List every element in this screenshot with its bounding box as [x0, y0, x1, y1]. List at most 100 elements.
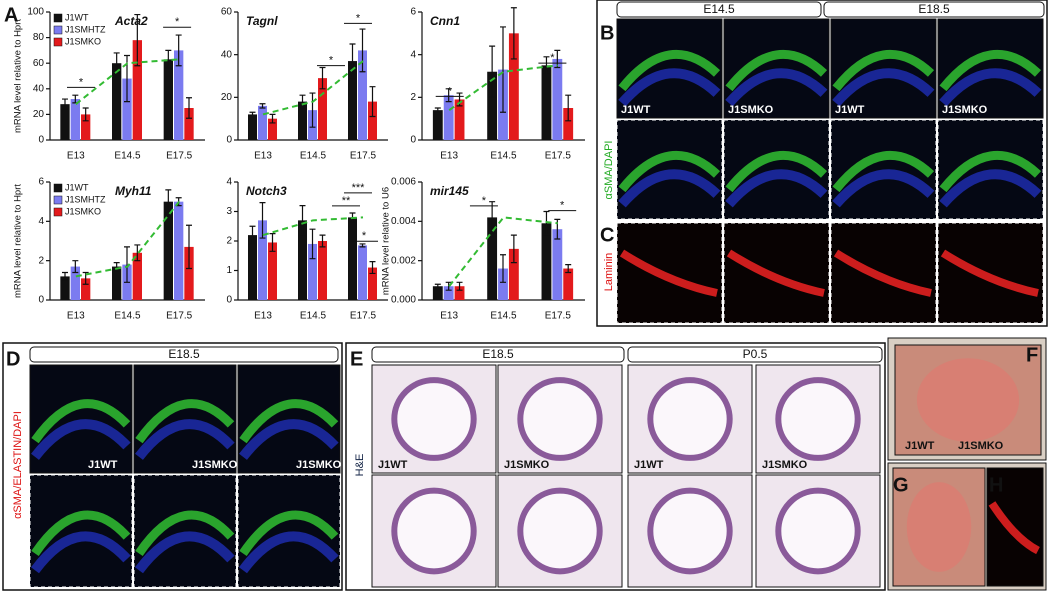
- error-bar: [359, 28, 366, 73]
- y-axis-label: mRNA level relative to Hprt: [13, 19, 24, 133]
- vessel-wall: [775, 377, 861, 461]
- y-tick-label: 0.004: [391, 216, 416, 227]
- panel-letter: G: [893, 474, 909, 496]
- y-tick-label: 2: [38, 255, 44, 266]
- legend-label: J1SMHTZ: [65, 194, 106, 204]
- header-label: P0.5: [743, 347, 768, 361]
- bar: [552, 229, 563, 300]
- bar: [81, 114, 91, 140]
- y-tick-label: 0: [410, 135, 416, 146]
- x-tick-label: E13: [440, 311, 458, 322]
- vessel-wall: [775, 487, 861, 575]
- error-bar: [456, 281, 463, 291]
- chart-title: Acta2: [114, 14, 148, 28]
- bar: [268, 242, 277, 300]
- pup: [906, 482, 972, 572]
- bar: [174, 201, 184, 300]
- trend-line: [448, 64, 558, 111]
- vessel-wall: [517, 377, 603, 461]
- bar: [70, 99, 80, 140]
- error-bar: [175, 34, 182, 67]
- y-tick-label: 20: [221, 92, 233, 103]
- stain-label: αSMA/ELASTIN/DAPI: [12, 411, 24, 519]
- tissue-signal: [725, 49, 828, 92]
- error-bar: [500, 254, 506, 283]
- y-tick-label: 4: [38, 216, 44, 227]
- error-bar: [500, 26, 506, 113]
- panel-letter: A: [4, 4, 18, 26]
- nuclei-signal: [725, 169, 828, 208]
- y-tick-label: 2: [226, 236, 232, 247]
- significance-mark: *: [362, 230, 367, 242]
- legend-label: J1SMKO: [65, 36, 101, 46]
- tissue-signal: [135, 399, 235, 444]
- error-bar: [319, 234, 326, 248]
- legend-swatch: [53, 37, 63, 47]
- nuclei-signal: [618, 169, 721, 208]
- panel-letter: E: [350, 348, 363, 370]
- y-tick-label: 6: [410, 7, 416, 18]
- header-box: [627, 346, 883, 363]
- error-bar: [72, 260, 79, 274]
- error-bar: [124, 246, 130, 283]
- y-tick-label: 0.002: [391, 255, 416, 266]
- bar: [432, 110, 443, 140]
- error-bar: [309, 228, 316, 260]
- bar: [508, 33, 519, 141]
- vessel-wall: [391, 487, 477, 575]
- bar: [487, 217, 498, 300]
- nuclei-signal: [939, 68, 1042, 107]
- legend-swatch: [53, 25, 63, 35]
- error-bar: [543, 210, 550, 236]
- bar: [348, 61, 357, 140]
- bar: [60, 276, 70, 300]
- significance-mark: *: [175, 16, 180, 28]
- nuclei-signal: [135, 419, 235, 460]
- y-tick-label: 6: [38, 177, 44, 188]
- image-label: J1WT: [835, 104, 865, 116]
- error-bar: [434, 107, 441, 113]
- error-bar: [565, 264, 572, 274]
- y-tick-label: 4: [410, 49, 416, 60]
- nuclei-signal: [31, 419, 131, 460]
- bar: [563, 108, 574, 140]
- header-box: [371, 346, 625, 363]
- pup-label: J1WT: [905, 440, 935, 452]
- bar: [132, 252, 142, 300]
- stain-label: H&E: [354, 454, 366, 477]
- x-tick-label: E13: [67, 151, 85, 162]
- vessel-wall: [391, 377, 477, 461]
- x-tick-label: E14.5: [490, 151, 517, 162]
- bar: [454, 99, 465, 140]
- pup: [916, 358, 1020, 442]
- bar: [174, 50, 184, 140]
- chart-title: Cnn1: [430, 14, 460, 28]
- error-bar: [134, 244, 141, 262]
- chart-title: mir145: [430, 184, 469, 198]
- x-tick-label: E17.5: [166, 151, 193, 162]
- error-bar: [434, 283, 441, 289]
- bar: [358, 50, 367, 140]
- legend-swatch: [53, 195, 63, 205]
- micrograph: [937, 222, 1044, 324]
- bar: [541, 65, 552, 140]
- bar: [318, 241, 327, 300]
- laminin-signal: [619, 249, 718, 297]
- error-bar: [489, 201, 496, 234]
- x-tick-label: E13: [67, 311, 85, 322]
- nuclei-signal: [725, 68, 828, 107]
- significance-mark: *: [329, 55, 334, 67]
- panel-letter: B: [600, 22, 614, 44]
- panel-letter: F: [1026, 344, 1038, 366]
- laminin-signal: [833, 249, 932, 297]
- bar: [298, 220, 307, 300]
- nuclei-signal: [30, 531, 131, 574]
- error-bar: [510, 234, 517, 264]
- nuclei-signal: [939, 169, 1042, 208]
- bar: [112, 266, 122, 300]
- tissue-signal: [239, 510, 339, 556]
- panel-letter: C: [600, 224, 614, 246]
- legend-swatch: [53, 13, 63, 23]
- micrograph: [723, 222, 830, 324]
- error-bar: [369, 86, 376, 118]
